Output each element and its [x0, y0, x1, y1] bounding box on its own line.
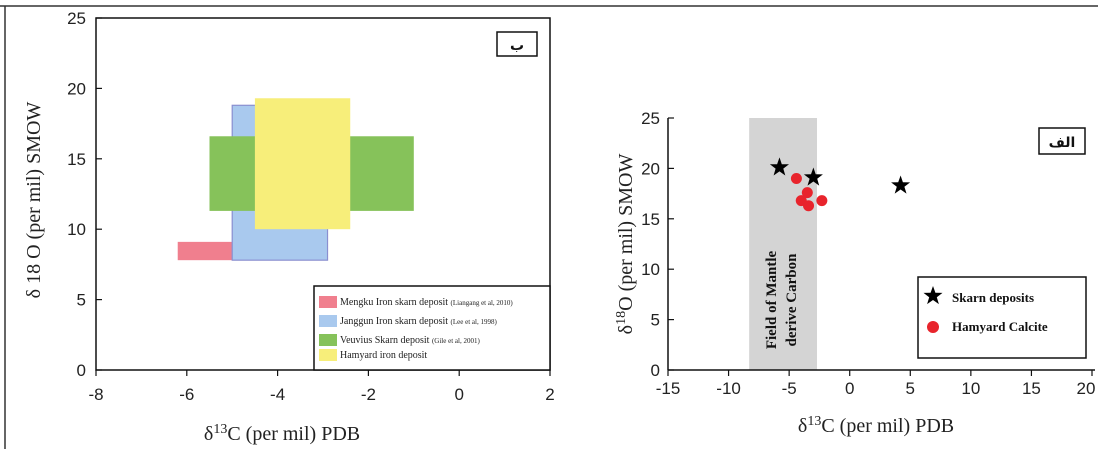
left-x-tick-label: -2 [361, 385, 376, 404]
left-panel-label-box [496, 31, 538, 57]
left-y-tick-label: 15 [67, 150, 86, 169]
right-y-axis-title: δ18O (per mil) SMOW [614, 154, 637, 335]
chart-left: 0 5 10 15 20 25 -8 -6 -4 -2 0 2 ب Mengku Iron skar… [23, 9, 555, 445]
right-x-tick-label: 10 [961, 379, 980, 398]
left-boxes [177, 98, 414, 261]
left-x-tick-label: -6 [179, 385, 194, 404]
left-legend: Mengku Iron skarn deposit (Liangang et a… [313, 285, 551, 371]
legend-label-veuvius: Veuvius Skarn deposit (Gile et al, 2001) [340, 335, 480, 346]
field-label-line2: derive Carbon [784, 253, 800, 347]
right-x-axis-title: δ13C (per mil) PDB [798, 414, 954, 437]
right-x-tick-label: 5 [906, 379, 915, 398]
right-x-tick-label: -5 [782, 379, 797, 398]
right-x-ticks: -15 -10 -5 0 5 10 15 20 [656, 370, 1096, 398]
calcite-point [803, 200, 815, 212]
left-legend-box [313, 285, 551, 371]
box-hamyard [254, 98, 351, 230]
left-x-tick-label: -4 [270, 385, 285, 404]
legend-label-hamyard: Hamyard iron deposit [340, 350, 427, 361]
legend-marker-calcite [927, 321, 939, 333]
right-x-tick-label: 20 [1077, 379, 1096, 398]
calcite-point [801, 187, 813, 199]
right-y-ticks: 0 5 10 15 20 25 [641, 109, 674, 380]
legend-swatch-mengku [319, 296, 337, 308]
right-panel-label-box [1038, 127, 1086, 155]
left-y-tick-label: 20 [67, 79, 86, 98]
legend-label-skarn: Skarn deposits [952, 290, 1034, 305]
right-x-tick-label: -10 [716, 379, 741, 398]
right-legend: Skarn deposits Hamyard Calcite [917, 276, 1087, 359]
field-label-line1: Field of Mantle [764, 251, 780, 350]
right-y-tick-label: 20 [641, 159, 660, 178]
legend-swatch-hamyard [319, 349, 337, 361]
chart-right: Field of Mantle derive Carbon 0 5 10 15 20 25… [614, 109, 1095, 437]
left-y-axis-title: δ 18 O (per mil) SMOW [23, 102, 45, 299]
right-y-tick-label: 0 [651, 361, 660, 380]
right-legend-box [917, 276, 1087, 359]
skarn-point [769, 157, 789, 176]
legend-label-mengku: Mengku Iron skarn deposit (Liangang et a… [340, 297, 513, 308]
left-panel-label: ب [510, 38, 524, 54]
right-y-tick-label: 25 [641, 109, 660, 128]
right-y-tick-label: 10 [641, 260, 660, 279]
left-y-tick-label: 25 [67, 9, 86, 28]
right-points [769, 157, 911, 212]
right-x-tick-label: -15 [656, 379, 681, 398]
skarn-point [891, 175, 911, 194]
legend-swatch-veuvius [319, 334, 337, 346]
right-y-tick-label: 5 [651, 311, 660, 330]
left-x-tick-label: 0 [454, 385, 463, 404]
skarn-point [803, 167, 823, 186]
right-x-tick-label: 15 [1022, 379, 1041, 398]
left-y-ticks: 0 5 10 15 20 25 [67, 9, 102, 380]
left-x-tick-label: -8 [88, 385, 103, 404]
legend-label-janggun: Janggun Iron skarn deposit (Lee et al, 1… [340, 316, 497, 327]
calcite-point [816, 195, 828, 207]
calcite-point [790, 172, 802, 184]
legend-label-calcite: Hamyard Calcite [952, 319, 1048, 334]
right-y-tick-label: 15 [641, 210, 660, 229]
right-x-tick-label: 0 [845, 379, 854, 398]
left-x-axis-title: δ13C (per mil) PDB [204, 422, 360, 445]
left-y-tick-label: 5 [77, 291, 86, 310]
left-x-ticks: -8 -6 -4 -2 0 2 [88, 370, 555, 404]
left-y-tick-label: 0 [77, 361, 86, 380]
legend-swatch-janggun [319, 315, 337, 327]
left-x-tick-label: 2 [545, 385, 554, 404]
mantle-carbon-field [749, 118, 818, 370]
right-panel-label: الف [1049, 135, 1076, 151]
legend-marker-skarn [923, 286, 943, 305]
left-y-tick-label: 10 [67, 220, 86, 239]
